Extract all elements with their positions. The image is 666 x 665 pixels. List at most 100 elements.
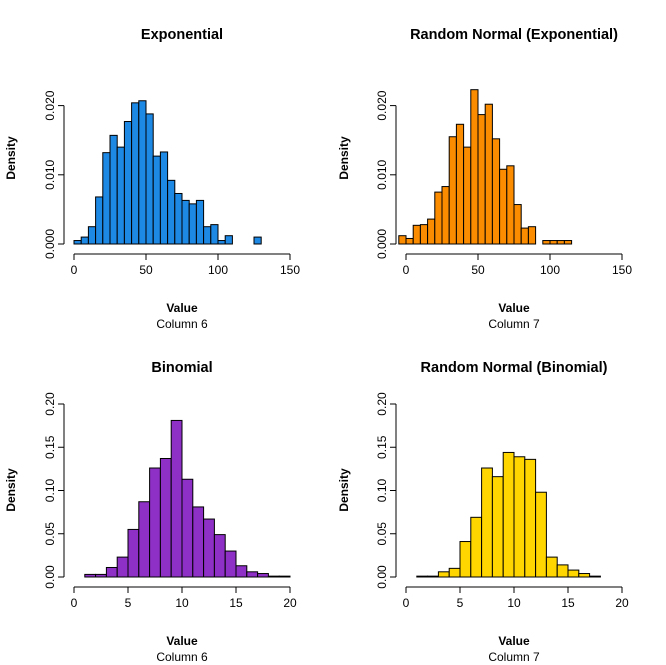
histogram-bar (84, 573, 97, 578)
y-tick-label: 0.000 (43, 229, 57, 259)
axes: 0 5 10 15 20 0.00 0.05 0.10 0.15 0.20 (43, 392, 297, 610)
histogram-bar (174, 192, 183, 245)
x-tick-label: 0 (71, 596, 78, 610)
x-tick-label: 50 (139, 263, 153, 277)
histogram-bar (491, 138, 501, 245)
y-tick-label: 0.05 (375, 522, 389, 546)
histogram-bar (545, 556, 558, 578)
x-tick-label: 10 (507, 596, 521, 610)
histogram-bar (181, 199, 190, 245)
histogram-bar (224, 550, 237, 578)
histogram-bar (116, 556, 129, 578)
histogram-bar (109, 134, 118, 245)
panel-title: Random Normal (Binomial) (421, 360, 608, 376)
histogram-bar (138, 100, 147, 245)
histogram-bar (80, 236, 89, 245)
axes: 0 50 100 150 0.000 0.010 0.020 (43, 90, 300, 277)
panel-title: Binomial (151, 360, 212, 376)
x-tick-label: 100 (208, 263, 228, 277)
panel-random-normal-binomial: Random Normal (Binomial) Density Value C… (337, 360, 629, 664)
y-tick-label: 0.000 (375, 229, 389, 259)
y-axis-label: Density (337, 468, 351, 512)
panel-binomial: Binomial Density Value Column 6 0 5 10 15 20… (4, 360, 297, 664)
histogram-bar (427, 218, 436, 245)
x-axis-subtitle: Column 7 (488, 650, 540, 664)
histogram-bar (524, 458, 537, 578)
x-axis-label: Value (498, 634, 530, 648)
panel-title: Exponential (141, 27, 223, 43)
histogram-bar (210, 224, 219, 245)
histogram-bar (513, 204, 522, 245)
histogram-bar (405, 237, 414, 245)
histogram-bar (470, 516, 483, 578)
y-axis-label: Density (4, 136, 18, 180)
histogram-bar (181, 478, 194, 578)
histogram-bar (441, 186, 450, 245)
x-tick-label: 5 (125, 596, 132, 610)
histogram-bar (542, 240, 551, 245)
histogram-bar (556, 564, 569, 578)
histogram-bar (195, 199, 205, 245)
histogram-bar (152, 155, 161, 245)
axes: 0 50 100 150 0.000 0.010 0.020 (375, 90, 632, 277)
panel-random-normal-exponential: Random Normal (Exponential) Density Valu… (337, 27, 632, 331)
x-tick-label: 5 (457, 596, 464, 610)
histogram-bar (477, 114, 486, 245)
histogram-bar (95, 573, 107, 578)
histogram-bar (192, 506, 205, 578)
histogram-bar (416, 575, 429, 578)
histogram-bar (246, 571, 259, 578)
x-axis-label: Value (166, 301, 198, 315)
histogram-bar (412, 224, 421, 245)
histogram-bar (437, 571, 450, 578)
x-tick-label: 150 (280, 263, 300, 277)
histogram-bar (116, 146, 125, 245)
histogram-bar (87, 226, 97, 245)
histogram-bar (448, 136, 457, 245)
y-tick-label: 0.10 (43, 478, 57, 502)
histogram-bar (149, 467, 161, 578)
histogram-bar (563, 240, 573, 245)
panel-title: Random Normal (Exponential) (410, 27, 618, 43)
y-tick-label: 0.20 (43, 392, 57, 416)
histogram-bar (419, 224, 429, 245)
histogram-bar (235, 565, 248, 578)
axes: 0 5 10 15 20 0.00 0.05 0.10 0.15 0.20 (375, 392, 629, 610)
histogram-bar (278, 575, 291, 578)
y-tick-label: 0.15 (375, 435, 389, 459)
histogram-bar (203, 518, 215, 578)
x-tick-label: 0 (71, 263, 78, 277)
bars (84, 419, 291, 578)
histogram-bar (455, 123, 465, 245)
histogram-bar (448, 567, 461, 578)
histogram-bar (224, 235, 233, 245)
histogram-bar (73, 240, 82, 245)
x-tick-label: 100 (540, 263, 560, 277)
y-axis-label: Density (337, 136, 351, 180)
bars (398, 89, 573, 245)
x-axis-subtitle: Column 6 (156, 650, 208, 664)
histogram-bar (105, 566, 118, 578)
histogram-bar (253, 236, 262, 245)
histogram-bar (123, 121, 133, 245)
histogram-bar (520, 227, 529, 245)
y-tick-label: 0.05 (43, 522, 57, 546)
histogram-bar (145, 113, 154, 245)
histogram-bar (159, 151, 169, 245)
y-tick-label: 0.020 (43, 90, 57, 120)
histogram-bar (127, 528, 140, 578)
histogram-bar (427, 575, 439, 578)
x-tick-label: 10 (175, 596, 189, 610)
histogram-bar (506, 165, 515, 245)
y-tick-label: 0.10 (375, 478, 389, 502)
x-axis-label: Value (166, 634, 198, 648)
histogram-bar (499, 168, 508, 245)
histogram-bar (167, 179, 176, 245)
histogram-bar (203, 226, 212, 245)
panel-exponential: Exponential Density Value Column 6 0 50 10… (4, 27, 300, 331)
histogram-bar (527, 226, 537, 245)
histogram-bar (131, 102, 140, 245)
histogram-bar (502, 451, 515, 578)
histogram-bar (398, 235, 407, 245)
